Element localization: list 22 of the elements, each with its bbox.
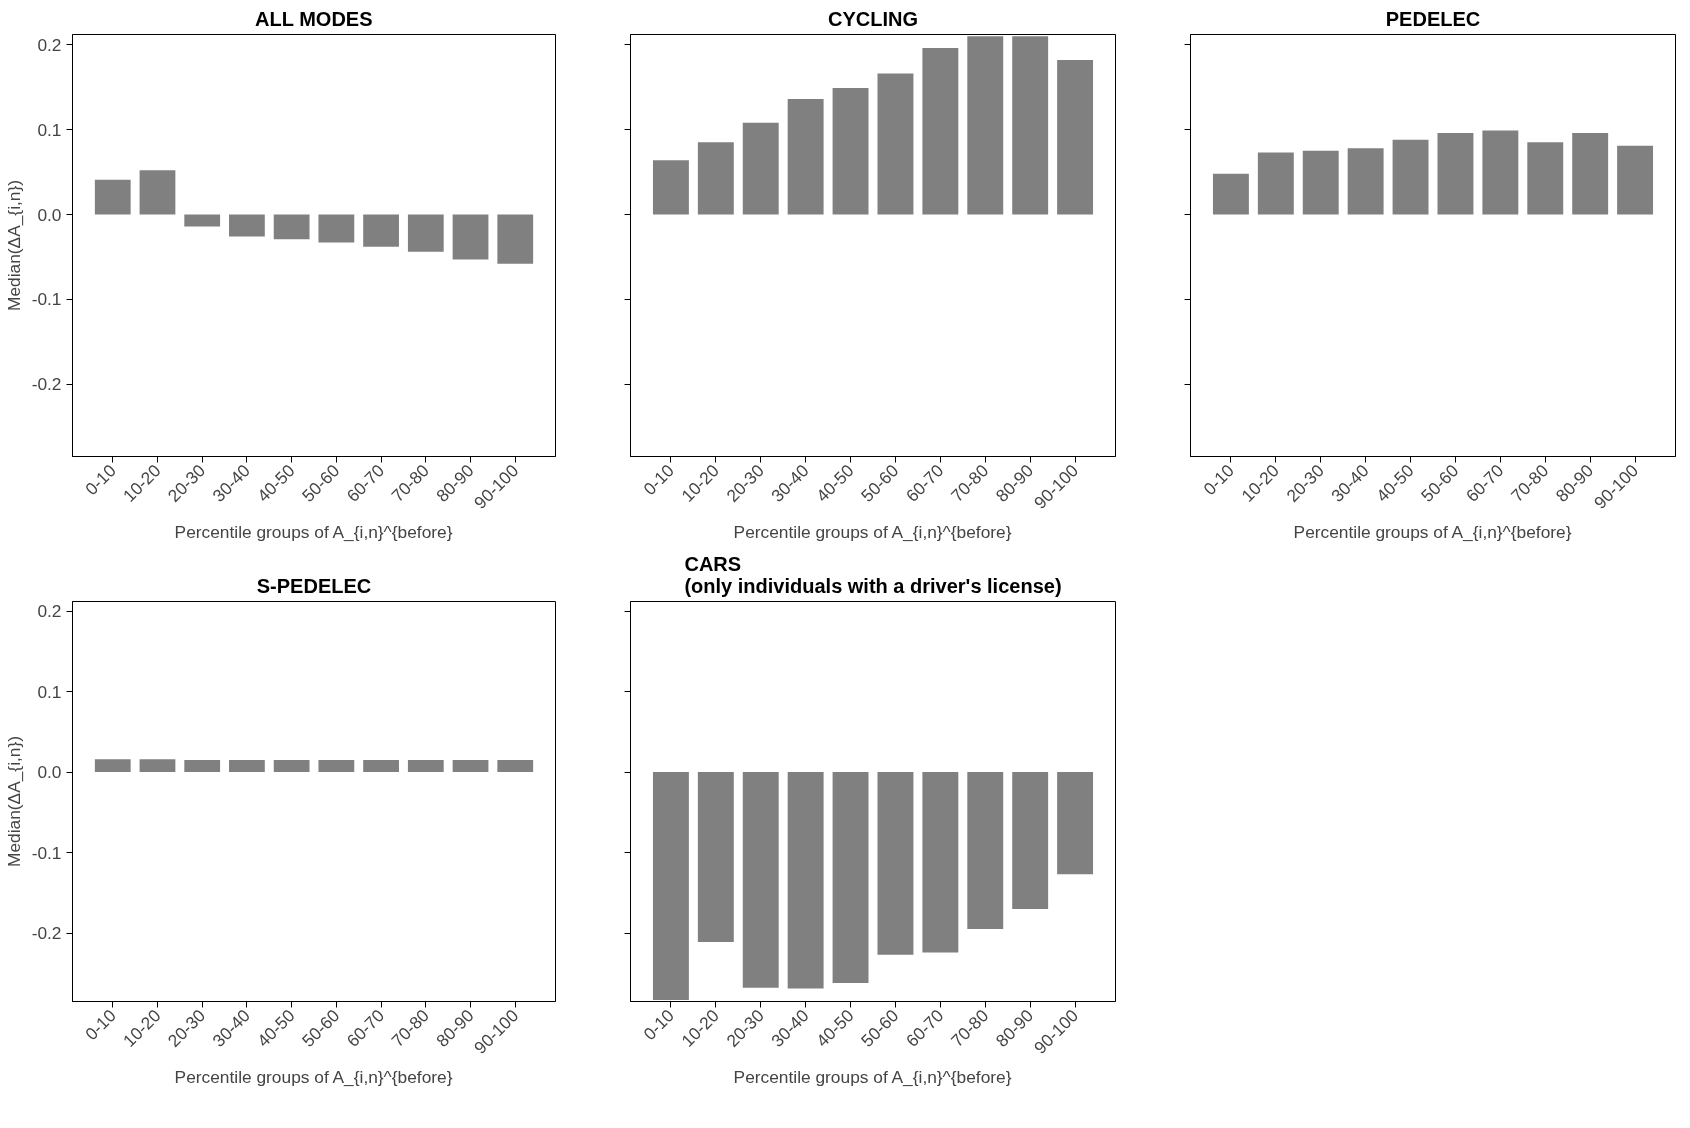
x-axis-title: Percentile groups of A_{i,n}^{before} xyxy=(733,1067,1012,1088)
chart-title: CYCLING xyxy=(828,7,918,30)
chart-title: PEDELEC xyxy=(1385,7,1481,30)
y-tick-label: 0.2 xyxy=(37,601,62,622)
y-tick-label: 0.0 xyxy=(37,762,62,783)
chart-title: CARS (only individuals with a driver's license) xyxy=(684,552,1062,597)
y-axis-title: Median(ΔA_{i,n}) xyxy=(3,179,24,312)
y-tick-label: -0.1 xyxy=(31,842,62,863)
x-axis-title: Percentile groups of A_{i,n}^{before} xyxy=(174,522,453,543)
y-tick-label: 0.0 xyxy=(37,204,62,225)
y-axis-title: Median(ΔA_{i,n}) xyxy=(3,735,24,868)
y-tick-label: 0.1 xyxy=(37,681,62,702)
y-tick-label: -0.2 xyxy=(31,374,62,395)
chart-title: S-PEDELEC xyxy=(256,574,372,597)
x-axis-title: Percentile groups of A_{i,n}^{before} xyxy=(1293,522,1572,543)
y-tick-label: 0.1 xyxy=(37,119,62,140)
x-axis-title: Percentile groups of A_{i,n}^{before} xyxy=(174,1067,453,1088)
x-axis-title: Percentile groups of A_{i,n}^{before} xyxy=(733,522,1012,543)
y-tick-label: 0.2 xyxy=(37,34,62,55)
chart-title: ALL MODES xyxy=(255,7,373,30)
y-tick-label: -0.2 xyxy=(31,923,62,944)
y-tick-label: -0.1 xyxy=(31,289,62,310)
